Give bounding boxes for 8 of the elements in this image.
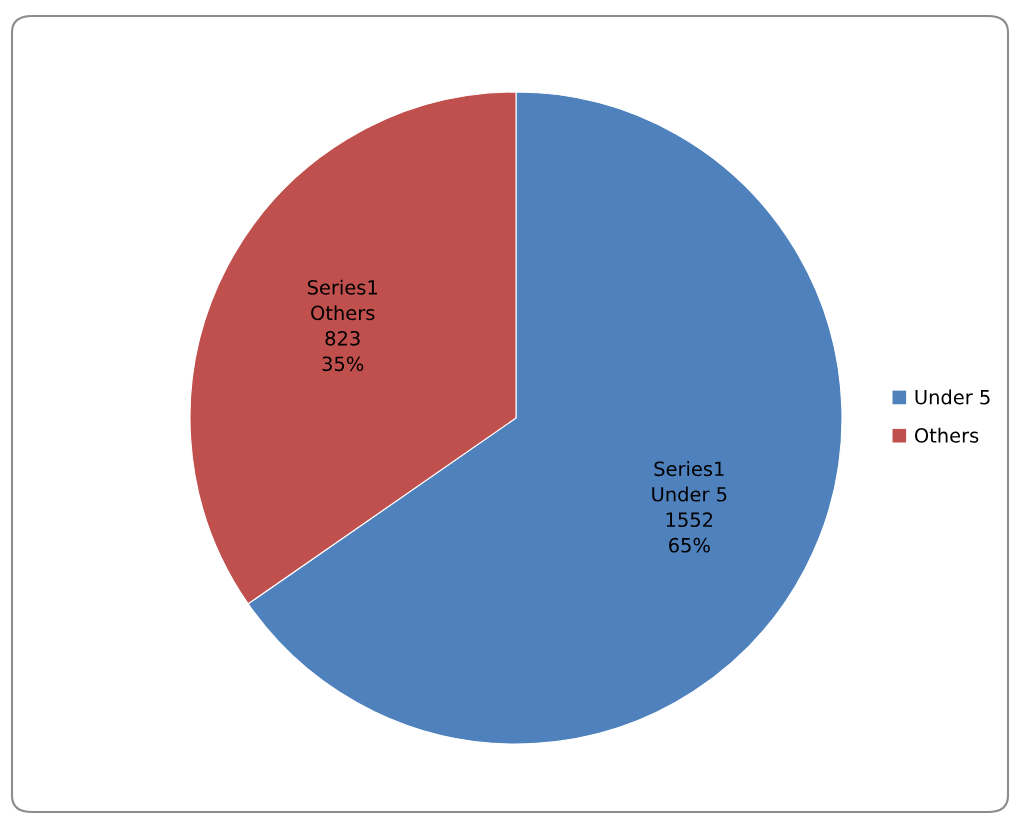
slice-label: Series1 — [307, 279, 377, 295]
legend-label: Under 5 — [915, 389, 990, 405]
data-label: 1552 65% — [666, 512, 713, 553]
legend-label: Others — [914, 427, 979, 443]
slice-label: Others — [311, 305, 375, 321]
text: Series1 — [654, 461, 724, 477]
slice-label: Under 5 — [652, 486, 727, 502]
data-label: 823 35% — [322, 330, 364, 372]
